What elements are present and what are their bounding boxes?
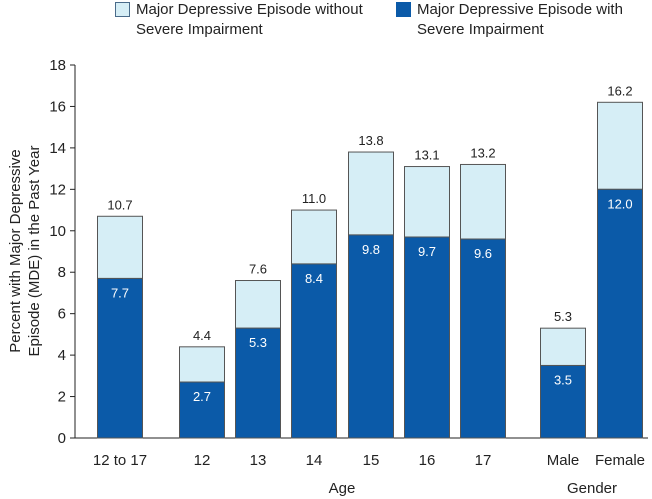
x-tick-label: 13 (250, 452, 267, 469)
data-label-total: 13.1 (414, 148, 439, 163)
bars (97, 101, 643, 439)
data-label-severe: 3.5 (554, 372, 572, 387)
data-label-total: 11.0 (302, 191, 326, 206)
x-tick-label: Female (595, 452, 645, 469)
data-label-total: 4.4 (193, 328, 211, 343)
bar-segment-with-severe (597, 188, 643, 439)
y-tick-label: 12 (49, 181, 66, 198)
legend-label-with-severe: Major Depressive Episode with Severe Imp… (417, 1, 623, 38)
data-label-total: 10.7 (107, 197, 132, 212)
data-label-severe: 12.0 (607, 196, 632, 211)
bar-segment-without-severe (179, 346, 225, 383)
y-tick-label: 10 (49, 223, 66, 240)
data-label-severe: 9.7 (418, 244, 436, 259)
bar-segment-with-severe (179, 381, 225, 439)
bar-segment-with-severe (97, 277, 143, 439)
legend-swatch-with-severe (396, 2, 411, 17)
y-tick-label: 2 (58, 389, 66, 406)
bar-segment-with-severe (404, 236, 450, 439)
legend: Major Depressive Episode without Severe … (0, 0, 652, 44)
data-label-total: 13.8 (358, 133, 383, 148)
bar-segment-without-severe (540, 327, 586, 366)
data-label-total: 5.3 (554, 309, 572, 324)
data-label-severe: 9.8 (362, 242, 380, 257)
bar-segment-without-severe (97, 215, 143, 279)
data-label-total: 7.6 (249, 262, 267, 277)
y-tick-label: 18 (49, 57, 66, 74)
bar-segment-without-severe (348, 151, 394, 236)
legend-item-without-severe: Major Depressive Episode without Severe … (115, 0, 376, 40)
y-tick-label: 14 (49, 140, 66, 157)
data-label-severe: 7.7 (111, 285, 129, 300)
x-tick-label: Male (547, 452, 580, 469)
y-tick-label: 4 (58, 347, 66, 364)
bar-segment-without-severe (460, 163, 506, 240)
y-axis-label: Percent with Major Depressive Episode (MD… (7, 146, 43, 357)
data-label-severe: 5.3 (249, 335, 267, 350)
bar-segment-with-severe (460, 238, 506, 439)
bar-segment-with-severe (291, 263, 337, 439)
legend-swatch-without-severe (115, 2, 130, 17)
x-tick-label: 14 (306, 452, 323, 469)
x-group-label: Gender (567, 480, 617, 497)
axes: 0 2 4 6 8 10 12 14 16 18 Percent with Major Depres… (7, 57, 648, 497)
x-group-label: Age (329, 480, 356, 497)
x-tick-label: 12 to 17 (93, 452, 147, 469)
data-label-total: 13.2 (470, 145, 495, 160)
bar-segment-without-severe (235, 280, 281, 329)
x-tick-label: 12 (194, 452, 211, 469)
bar-segment-with-severe (540, 364, 586, 439)
legend-label-without-severe: Major Depressive Episode without Severe … (136, 1, 363, 38)
data-label-severe: 2.7 (193, 389, 211, 404)
bar-segment-with-severe (235, 327, 281, 439)
bar-segment-without-severe (597, 101, 643, 190)
bar-segment-without-severe (291, 209, 337, 265)
legend-item-with-severe: Major Depressive Episode with Severe Imp… (396, 0, 652, 40)
y-tick-label: 16 (49, 98, 66, 115)
x-tick-label: 16 (419, 452, 436, 469)
y-tick-label: 6 (58, 306, 66, 323)
data-labels: 7.7 10.7 2.7 4.4 5.3 7.6 8.4 11.0 9.8 13.8 9.7 13.1… (107, 83, 632, 404)
bar-segment-without-severe (404, 166, 450, 238)
x-tick-label: 17 (475, 452, 492, 469)
data-label-severe: 8.4 (305, 271, 323, 286)
bar-segment-with-severe (348, 234, 394, 439)
y-tick-label: 8 (58, 264, 66, 281)
x-tick-label: 15 (363, 452, 380, 469)
y-tick-label: 0 (58, 430, 66, 447)
data-label-severe: 9.6 (474, 246, 492, 261)
data-label-total: 16.2 (607, 83, 632, 98)
